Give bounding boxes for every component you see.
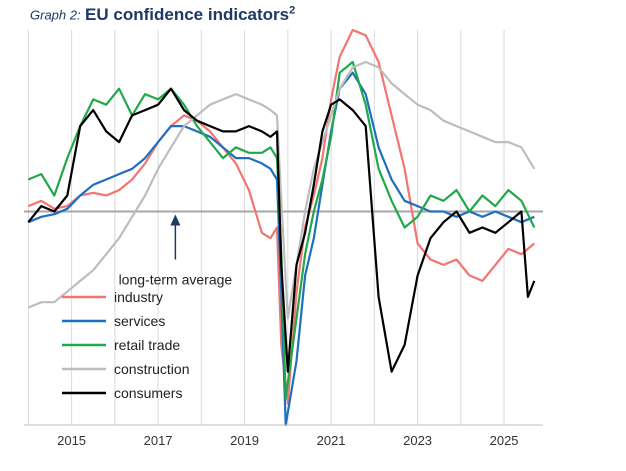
annotation-layer: long-term average xyxy=(119,214,233,287)
chart-title-text: EU confidence indicators xyxy=(85,4,290,24)
series-line-construction xyxy=(27,60,536,320)
chart-title-footnote: 2 xyxy=(289,4,296,16)
x-tick-label: 2023 xyxy=(403,433,432,448)
series-line-retail-trade xyxy=(27,60,536,400)
chart-title-prefix: Graph 2: xyxy=(30,7,81,23)
vertical-gridlines xyxy=(27,30,505,425)
x-axis: 2015 2017 2019 2021 2023 2025 xyxy=(24,424,543,448)
chart-title: Graph 2: EU confidence indicators2 xyxy=(30,4,295,25)
chart-title-main: EU confidence indicators2 xyxy=(85,4,296,24)
annotation-arrow-head xyxy=(170,214,181,226)
legend: industry services retail trade construction… xyxy=(62,289,189,401)
legend-label-construction: construction xyxy=(114,361,189,377)
series-line-consumers xyxy=(27,87,536,373)
x-tick-label: 2015 xyxy=(57,433,86,448)
legend-label-services: services xyxy=(114,313,165,329)
x-tick-label: 2017 xyxy=(144,433,173,448)
legend-label-retail-trade: retail trade xyxy=(114,337,180,353)
x-tick-label: 2021 xyxy=(317,433,346,448)
legend-label-industry: industry xyxy=(114,289,163,305)
series-layer xyxy=(27,28,536,427)
annotation-text: long-term average xyxy=(119,271,233,287)
legend-label-consumers: consumers xyxy=(114,385,182,401)
x-tick-label: 2025 xyxy=(490,433,519,448)
x-tick-label: 2019 xyxy=(230,433,259,448)
